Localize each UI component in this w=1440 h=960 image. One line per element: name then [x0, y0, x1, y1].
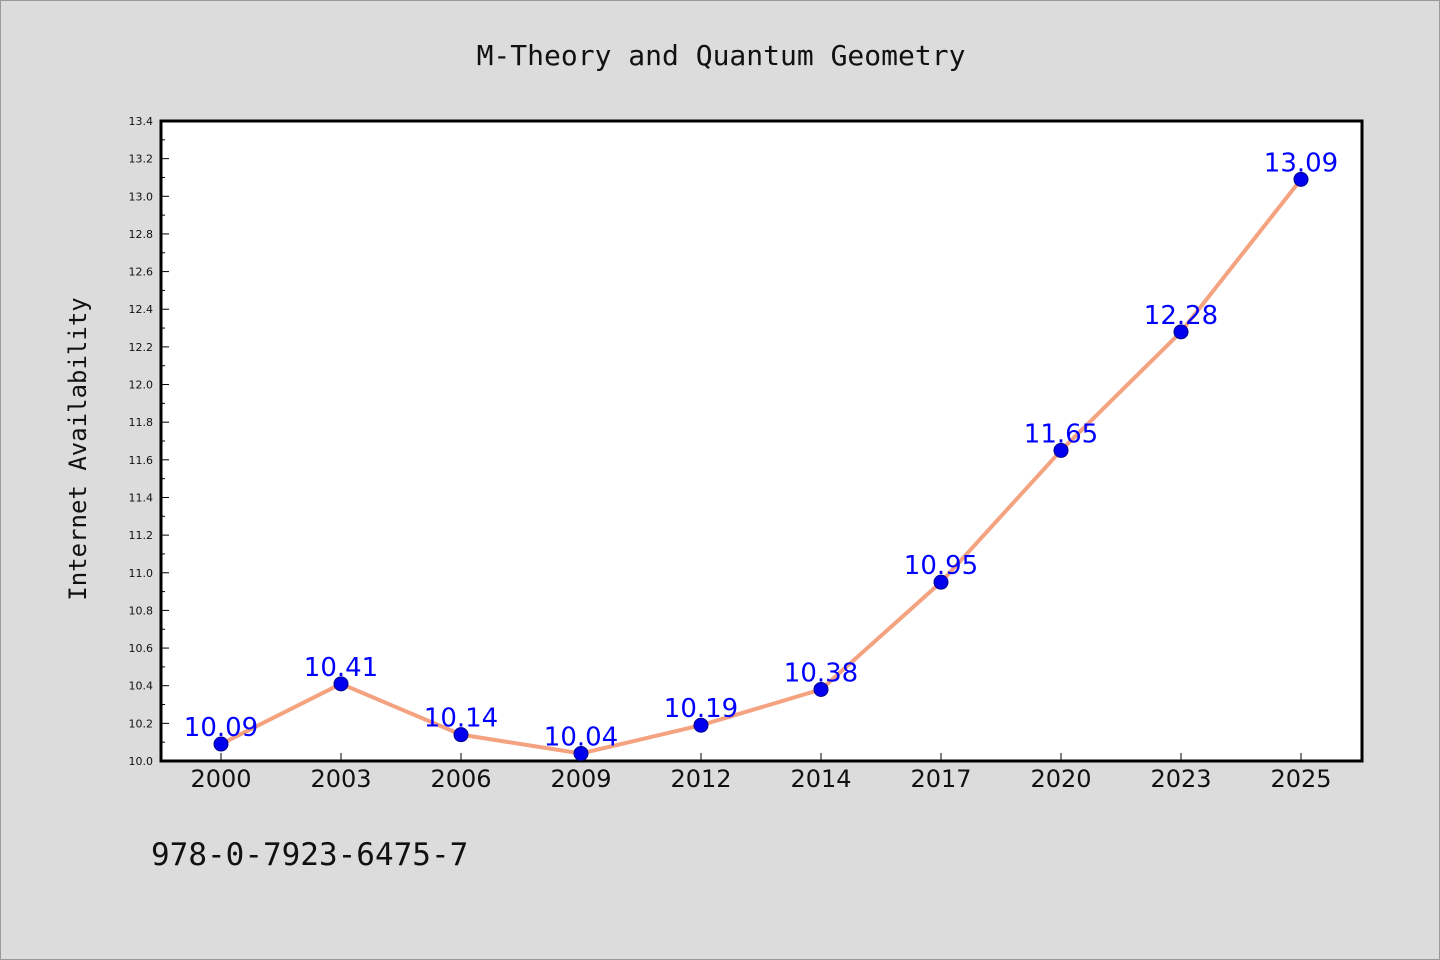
y-tick-label: 10.8: [129, 604, 154, 617]
series-layer: 10.09 10.41 10.14 10.04 10.19 10.38 10.95 11.65…: [184, 148, 1338, 761]
y-tick-label: 13.0: [129, 190, 154, 203]
data-label: 10.04: [544, 722, 618, 752]
x-tick-label: 2023: [1150, 765, 1211, 793]
x-tick-label: 2000: [190, 765, 251, 793]
data-label: 13.09: [1264, 148, 1338, 178]
series-line: [219, 177, 1303, 756]
y-tick-label: 10.6: [129, 642, 154, 655]
data-point: [213, 736, 229, 752]
x-tick-label: 2017: [910, 765, 971, 793]
y-tick-label: 13.2: [129, 153, 154, 166]
x-tick-label: 2009: [550, 765, 611, 793]
y-axis-label: Internet Availability: [64, 297, 92, 600]
y-tick-label: 12.2: [129, 341, 154, 354]
data-label: 10.41: [304, 653, 378, 683]
data-label: 10.95: [904, 551, 978, 581]
isbn-text: 978-0-7923-6475-7: [151, 837, 468, 873]
x-tick-label: 2025: [1270, 765, 1331, 793]
data-point: [933, 574, 949, 590]
data-label: 10.09: [184, 713, 258, 743]
data-label: 10.38: [784, 658, 858, 688]
data-point: [1293, 171, 1309, 187]
data-point: [1173, 324, 1189, 340]
data-point: [693, 717, 709, 733]
data-label: 11.65: [1024, 419, 1098, 449]
plot-area: [159, 119, 1364, 763]
y-tick-label: 12.4: [129, 303, 154, 316]
chart-title: M-Theory and Quantum Geometry: [477, 39, 966, 72]
y-tick-label: 10.2: [129, 717, 154, 730]
x-tick-label: 2006: [430, 765, 491, 793]
data-point: [573, 745, 589, 761]
x-tick-label: 2014: [790, 765, 851, 793]
y-tick-label: 11.0: [129, 567, 154, 580]
y-tick-label: 12.0: [129, 379, 154, 392]
y-tick-label: 11.8: [129, 416, 154, 429]
y-tick-label: 13.4: [129, 115, 154, 128]
data-label: 10.19: [664, 694, 738, 724]
data-point: [453, 727, 469, 743]
y-tick-label: 11.2: [129, 529, 154, 542]
y-tick-label: 10.4: [129, 680, 154, 693]
data-point: [333, 676, 349, 692]
x-tick-label: 2020: [1030, 765, 1091, 793]
y-tick-label: 10.0: [129, 755, 154, 768]
y-axis: 10.0 10.2 10.4 10.6 10.8 11.0 11.2 11.4 11.6 11.8…: [129, 115, 169, 768]
x-tick-label: 2003: [310, 765, 371, 793]
y-tick-label: 11.4: [129, 491, 154, 504]
y-tick-label: 11.6: [129, 454, 154, 467]
x-tick-label: 2012: [670, 765, 731, 793]
data-label: 10.14: [424, 704, 498, 734]
data-label: 12.28: [1144, 301, 1218, 331]
data-point: [1053, 442, 1069, 458]
y-tick-label: 12.6: [129, 266, 154, 279]
data-point: [813, 681, 829, 697]
x-axis: 2000 2003 2006 2009 2012 2014 2017 2020 2023 2025: [190, 753, 1332, 793]
y-tick-label: 12.8: [129, 228, 154, 241]
